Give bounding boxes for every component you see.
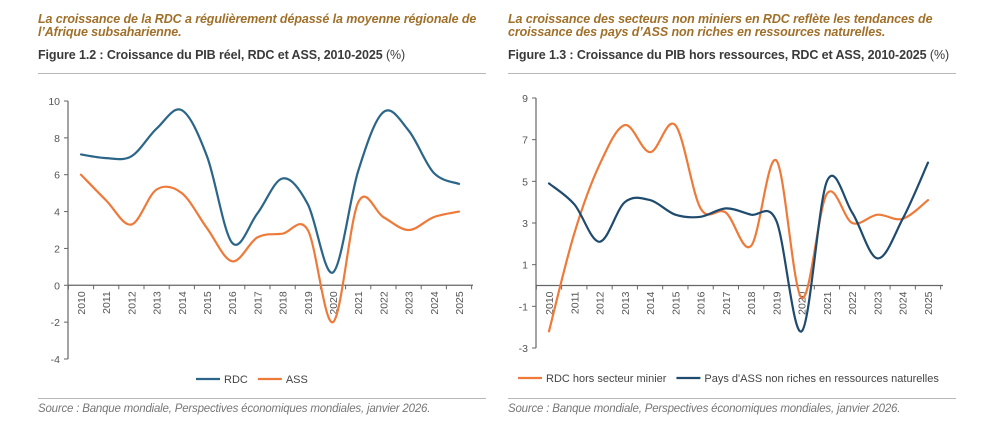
y-tick-label: 0 <box>54 280 60 292</box>
x-tick-label: 2018 <box>746 291 758 315</box>
y-tick-label: -1 <box>519 301 528 313</box>
figure-title-text: Figure 1.3 : Croissance du PIB hors ress… <box>508 48 927 62</box>
x-tick-label: 2020 <box>797 291 809 315</box>
x-tick-label: 2024 <box>898 291 910 315</box>
x-tick-label: 2016 <box>696 291 708 315</box>
source-note-left: Source : Banque mondiale, Perspectives é… <box>38 403 431 415</box>
x-tick-label: 2013 <box>152 291 164 315</box>
x-tick-label: 2021 <box>353 291 365 315</box>
figure-panel-right: La croissance des secteurs non miniers e… <box>508 0 978 432</box>
x-tick-label: 2023 <box>404 291 416 315</box>
divider-bottom <box>38 398 486 399</box>
y-tick-label: 8 <box>54 133 60 145</box>
x-tick-label: 2024 <box>429 291 441 315</box>
x-tick-label: 2016 <box>227 291 239 315</box>
x-tick-label: 2011 <box>569 291 581 314</box>
figure-title-left: Figure 1.2 : Croissance du PIB réel, RDC… <box>38 48 405 62</box>
y-tick-label: 1 <box>522 260 528 272</box>
x-tick-label: 2011 <box>101 291 113 314</box>
x-tick-label: 2013 <box>620 291 632 315</box>
x-tick-label: 2018 <box>278 291 290 315</box>
legend-label: RDC <box>224 374 248 386</box>
divider-bottom <box>508 398 956 399</box>
x-tick-label: 2014 <box>645 291 657 315</box>
figure-panel-left: La croissance de la RDC a régulièrement … <box>38 0 508 432</box>
x-tick-label: 2017 <box>252 291 264 315</box>
x-tick-label: 2025 <box>454 291 466 315</box>
chart-gdp-growth: -4 -2 0 2 4 6 8 10 2010 2011 2012 2013 2014 2015 2016 2… <box>48 96 473 386</box>
y-tick-label: 10 <box>48 96 60 108</box>
x-tick-label: 2017 <box>721 291 733 315</box>
x-tick-label: 2023 <box>872 291 884 315</box>
y-tick-label: -4 <box>51 354 60 366</box>
legend-label: RDC hors secteur minier <box>546 373 667 385</box>
y-tick-label: 6 <box>54 170 60 182</box>
headline-right: La croissance des secteurs non miniers e… <box>508 12 933 39</box>
x-tick-label: 2012 <box>595 291 607 315</box>
headline-left: La croissance de la RDC a régulièrement … <box>38 12 477 39</box>
source-note-right: Source : Banque mondiale, Perspectives é… <box>508 403 901 415</box>
x-tick-label: 2015 <box>670 291 682 315</box>
divider-top <box>508 73 956 74</box>
y-tick-label: -3 <box>519 343 528 355</box>
figure-title-unit: (%) <box>929 48 950 62</box>
y-tick-label: 9 <box>522 93 528 105</box>
legend-label: Pays d'ASS non riches en ressources natu… <box>704 373 939 385</box>
x-tick-label: 2010 <box>544 291 556 315</box>
y-tick-label: 3 <box>522 218 528 230</box>
x-tick-label: 2025 <box>923 291 935 315</box>
x-tick-label: 2022 <box>378 291 390 315</box>
y-tick-label: 7 <box>522 135 528 147</box>
figure-title-text: Figure 1.2 : Croissance du PIB réel, RDC… <box>38 48 383 62</box>
y-tick-label: -2 <box>51 317 60 329</box>
x-tick-label: 2015 <box>202 291 214 315</box>
divider-top <box>38 73 486 74</box>
x-tick-label: 2019 <box>771 291 783 315</box>
series-line-2 <box>547 161 930 333</box>
x-tick-label: 2021 <box>822 291 834 315</box>
x-tick-label: 2014 <box>177 291 189 315</box>
x-tick-label: 2012 <box>126 291 138 315</box>
x-tick-label: 2010 <box>76 291 88 315</box>
chart-non-resource-growth: -3 -1 1 3 5 7 9 2010 2011 2012 2013 2014 2015 2016 201… <box>518 93 943 385</box>
series-line-1 <box>79 108 461 274</box>
legend-label: ASS <box>286 374 308 386</box>
y-tick-label: 4 <box>54 207 60 219</box>
series-line-2 <box>79 173 461 324</box>
series-line-1 <box>547 122 930 333</box>
figure-title-right: Figure 1.3 : Croissance du PIB hors ress… <box>508 48 949 62</box>
x-tick-label: 2019 <box>303 291 315 315</box>
y-tick-label: 5 <box>522 176 528 188</box>
y-tick-label: 2 <box>54 243 60 255</box>
x-tick-label: 2022 <box>847 291 859 315</box>
figure-title-unit: (%) <box>385 48 406 62</box>
